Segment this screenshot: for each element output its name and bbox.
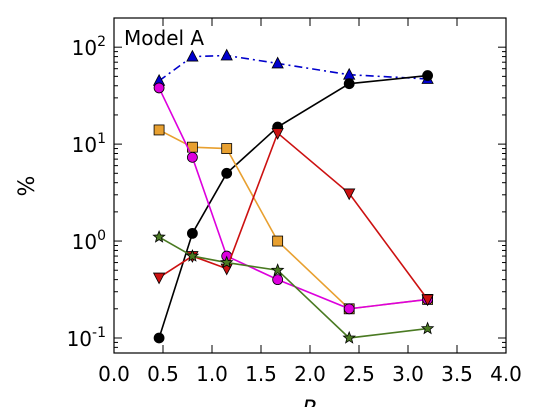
series-line (158, 129, 428, 310)
data-point (343, 67, 356, 80)
series-line (158, 74, 428, 339)
data-point (271, 128, 284, 140)
data-point (153, 332, 165, 344)
x-tick-label: 2.0 (294, 362, 326, 386)
y-tick-label: 100 (72, 228, 106, 254)
series-line (158, 54, 428, 82)
y-axis-label: % (15, 176, 40, 197)
y-tick-label: 102 (72, 34, 106, 60)
series-layer (152, 48, 435, 344)
data-point (272, 235, 284, 247)
data-point (152, 229, 166, 243)
x-tick-label: 3.5 (441, 362, 473, 386)
data-point (342, 330, 356, 344)
data-point (153, 124, 165, 136)
data-point (221, 143, 233, 154)
data-point (219, 255, 234, 269)
plot-frame (113, 17, 507, 354)
data-point (272, 274, 284, 286)
data-point (270, 263, 285, 276)
x-tick-label: 3.0 (392, 362, 424, 386)
series-6 (152, 229, 435, 344)
series-line (158, 131, 429, 300)
y-tick-label: 101 (72, 131, 106, 157)
data-point (343, 78, 355, 90)
x-tick-label: 4.0 (490, 362, 522, 386)
x-axis-label: R (302, 397, 317, 407)
data-point (186, 227, 198, 239)
x-tick-label: 1.0 (196, 362, 228, 386)
data-point (152, 272, 166, 285)
data-point (343, 188, 356, 201)
series-line (158, 87, 428, 310)
data-point (185, 248, 200, 262)
data-point (420, 321, 435, 335)
data-point (343, 303, 355, 315)
data-point (271, 56, 284, 69)
data-point (186, 49, 199, 62)
panel-title: Model A (124, 26, 204, 50)
data-point (153, 82, 165, 94)
x-tick-label: 2.5 (343, 362, 375, 386)
data-point (421, 294, 434, 307)
x-tick-label: 1.5 (245, 362, 277, 386)
series-2 (153, 70, 434, 344)
data-point (220, 48, 233, 61)
x-tick-label: 0.5 (147, 362, 179, 386)
data-point (221, 167, 233, 179)
data-point (422, 70, 434, 81)
y-tick-label: 10-1 (67, 325, 106, 351)
ticks-layer: 0.0 0.5 1.0 1.5 2.0 2.5 3.0 3.5 4.0 10-1 100 101 102 (67, 18, 522, 386)
series-line (158, 236, 428, 339)
x-tick-label: 0.0 (98, 362, 130, 386)
data-point (220, 263, 233, 276)
data-point (186, 151, 198, 163)
